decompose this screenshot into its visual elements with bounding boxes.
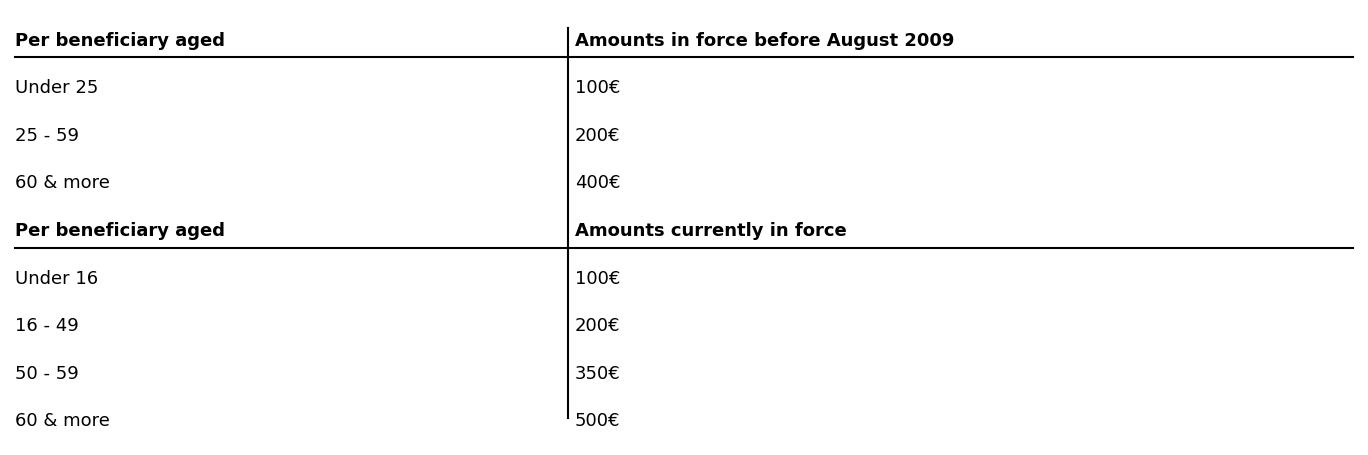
Text: 500€: 500€ <box>575 411 620 430</box>
Text: 60 & more: 60 & more <box>15 174 109 192</box>
Text: 60 & more: 60 & more <box>15 411 109 430</box>
Text: Amounts currently in force: Amounts currently in force <box>575 222 847 239</box>
Text: 100€: 100€ <box>575 269 620 287</box>
Text: 25 - 59: 25 - 59 <box>15 126 79 145</box>
Text: 400€: 400€ <box>575 174 620 192</box>
Text: Per beneficiary aged: Per beneficiary aged <box>15 32 226 50</box>
Text: Under 25: Under 25 <box>15 79 98 97</box>
Text: 16 - 49: 16 - 49 <box>15 317 79 334</box>
Text: 100€: 100€ <box>575 79 620 97</box>
Text: 200€: 200€ <box>575 126 620 145</box>
Text: 350€: 350€ <box>575 364 621 382</box>
Text: Per beneficiary aged: Per beneficiary aged <box>15 222 226 239</box>
Text: 200€: 200€ <box>575 317 620 334</box>
Text: Amounts in force before August 2009: Amounts in force before August 2009 <box>575 32 953 50</box>
Text: 50 - 59: 50 - 59 <box>15 364 79 382</box>
Text: Under 16: Under 16 <box>15 269 98 287</box>
